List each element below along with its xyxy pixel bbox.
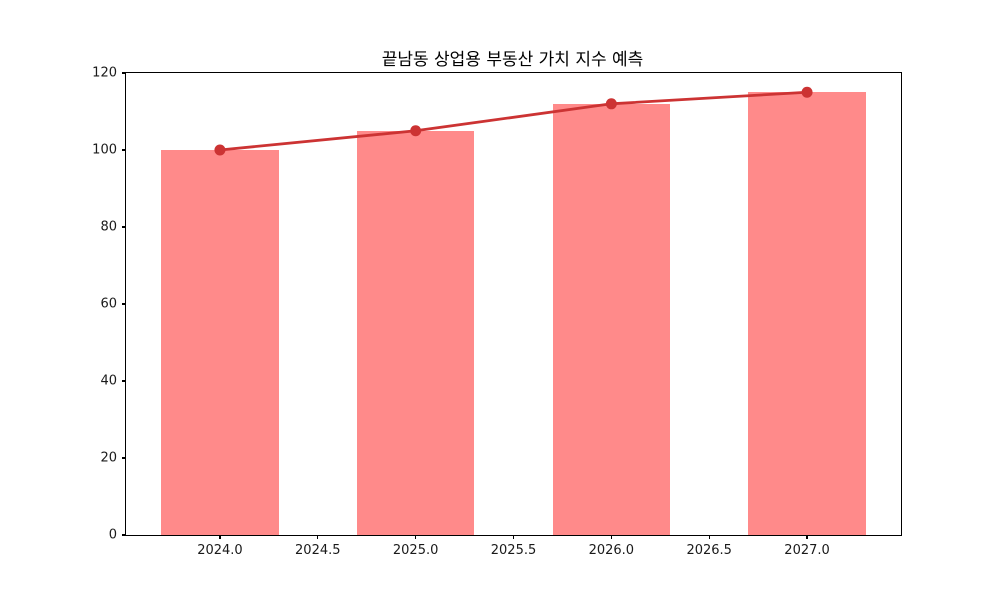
x-tick-label: 2024.0 bbox=[197, 543, 243, 558]
y-tick bbox=[122, 380, 126, 382]
bar-2024 bbox=[161, 150, 279, 535]
x-tick-label: 2026.0 bbox=[588, 543, 635, 558]
bar-2027 bbox=[748, 92, 866, 535]
x-tick bbox=[610, 535, 612, 539]
x-tick bbox=[806, 535, 808, 539]
y-tick-label: 40 bbox=[100, 373, 117, 389]
y-tick bbox=[122, 303, 126, 305]
x-tick-label: 2024.5 bbox=[295, 543, 341, 558]
line-marker-2025 bbox=[410, 125, 422, 137]
x-tick bbox=[512, 535, 515, 539]
y-tick bbox=[122, 534, 126, 536]
y-tick bbox=[122, 457, 126, 459]
line-path bbox=[219, 90, 808, 152]
bar-2026 bbox=[552, 103, 671, 535]
line-marker-2027 bbox=[801, 86, 813, 98]
y-tick bbox=[122, 72, 126, 74]
x-tick bbox=[317, 535, 319, 539]
y-tick-label: 20 bbox=[100, 450, 117, 466]
y-tick-label: 100 bbox=[92, 142, 117, 158]
x-tick-label: 2027.0 bbox=[784, 543, 830, 558]
y-tick bbox=[122, 226, 126, 228]
chart-title: 끝남동 상업용 부동산 가치 지수 예측 bbox=[381, 50, 644, 70]
y-tick-label: 120 bbox=[92, 65, 117, 81]
line-series bbox=[214, 86, 813, 156]
x-tick bbox=[708, 535, 710, 539]
line-marker-2024 bbox=[214, 144, 226, 156]
plot-area: 2024.0 2024.5 2025.0 2025.5 2026.0 2026.5 2027… bbox=[92, 66, 902, 558]
y-tick-label: 80 bbox=[100, 219, 117, 235]
x-tick-label: 2025.5 bbox=[490, 543, 537, 558]
y-tick-label: 60 bbox=[100, 296, 117, 312]
bar-2025 bbox=[356, 130, 475, 535]
x-tick bbox=[219, 535, 221, 539]
line-marker-2026 bbox=[605, 98, 617, 110]
x-tick-label: 2026.5 bbox=[686, 543, 732, 558]
x-tick-label: 2025.0 bbox=[392, 543, 439, 558]
y-tick-label: 0 bbox=[108, 527, 117, 543]
x-tick bbox=[415, 535, 417, 539]
y-tick bbox=[122, 149, 126, 151]
